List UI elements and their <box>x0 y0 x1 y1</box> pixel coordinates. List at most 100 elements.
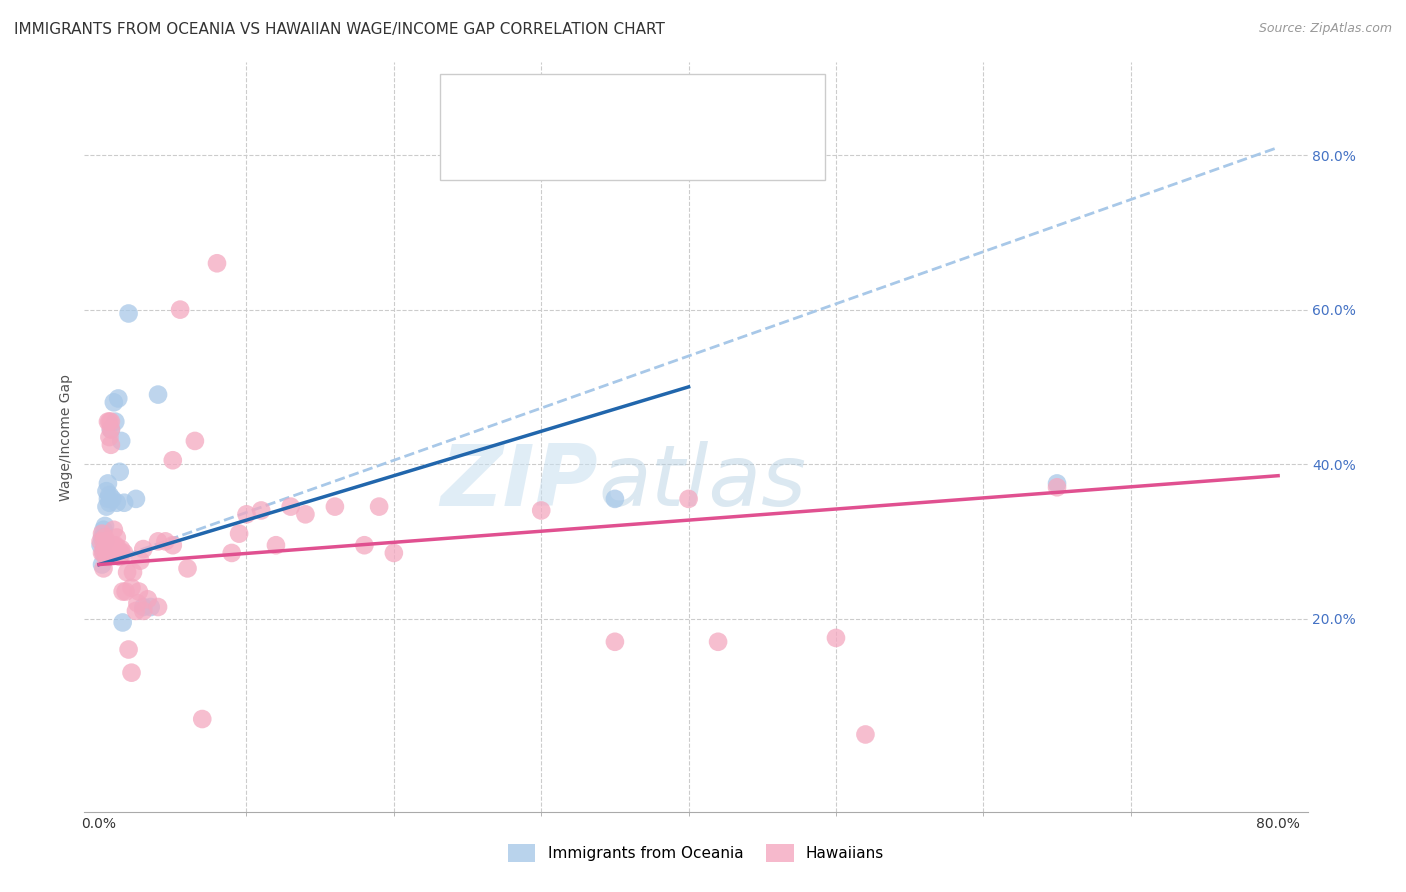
Point <box>162 538 184 552</box>
Point <box>94 534 117 549</box>
Point <box>155 534 177 549</box>
Point <box>93 534 115 549</box>
Point <box>127 596 149 610</box>
Point <box>98 488 121 502</box>
Point <box>191 712 214 726</box>
Point <box>707 634 730 648</box>
Point <box>530 503 553 517</box>
Point <box>368 500 391 514</box>
Point <box>98 415 121 429</box>
Point <box>101 491 124 506</box>
Point <box>111 584 134 599</box>
Point <box>94 542 117 557</box>
Text: R = 0.376   N = 30: R = 0.376 N = 30 <box>496 96 681 114</box>
Point <box>110 546 132 560</box>
Point <box>825 631 848 645</box>
Point <box>264 538 287 552</box>
Text: atlas: atlas <box>598 441 806 524</box>
Point <box>1046 476 1069 491</box>
Point <box>382 546 405 560</box>
Point <box>97 476 120 491</box>
Point <box>97 415 120 429</box>
Point <box>105 546 128 560</box>
Point <box>108 549 131 564</box>
Point <box>112 496 135 510</box>
Point <box>323 500 346 514</box>
Point <box>169 302 191 317</box>
Point <box>121 581 143 595</box>
Point <box>280 500 302 514</box>
Point <box>105 531 128 545</box>
Point <box>115 566 138 580</box>
Point <box>129 554 152 568</box>
Point <box>122 566 145 580</box>
Point <box>104 538 127 552</box>
Point <box>132 542 155 557</box>
Point <box>103 523 125 537</box>
Point <box>91 531 114 545</box>
Point <box>93 561 115 575</box>
Point <box>100 422 122 436</box>
Point <box>94 531 117 545</box>
Point <box>132 600 155 615</box>
Point <box>97 549 120 564</box>
Point <box>678 491 700 506</box>
Point <box>176 561 198 575</box>
Point <box>235 508 257 522</box>
Point <box>91 526 114 541</box>
Point <box>132 604 155 618</box>
Point <box>294 508 316 522</box>
Point <box>96 484 118 499</box>
Point <box>98 430 121 444</box>
Point <box>107 542 129 557</box>
Point <box>90 534 112 549</box>
Point <box>91 546 114 560</box>
Point <box>250 503 273 517</box>
Point <box>121 665 143 680</box>
Point <box>97 491 120 506</box>
Point <box>100 415 122 429</box>
Point <box>117 306 139 320</box>
Point <box>93 546 115 560</box>
Point <box>94 519 117 533</box>
Point <box>1046 480 1069 494</box>
Point <box>125 604 148 618</box>
Point <box>184 434 207 448</box>
Point <box>98 496 121 510</box>
Point <box>855 727 877 741</box>
Text: R = 0.210   N = 70: R = 0.210 N = 70 <box>496 136 681 154</box>
Point <box>91 558 114 572</box>
Point <box>146 387 169 401</box>
Point <box>103 538 125 552</box>
Point <box>111 615 134 630</box>
Point <box>93 546 115 560</box>
Point <box>93 523 115 537</box>
Point <box>139 600 162 615</box>
Point <box>103 395 125 409</box>
Point <box>110 542 132 557</box>
Point <box>104 415 127 429</box>
Point <box>228 526 250 541</box>
Point <box>221 546 243 560</box>
Text: ZIP: ZIP <box>440 441 598 524</box>
Point <box>125 491 148 506</box>
Point <box>90 538 112 552</box>
Point <box>205 256 228 270</box>
Point <box>353 538 375 552</box>
Point <box>603 634 626 648</box>
Point <box>100 422 122 436</box>
Point <box>114 584 136 599</box>
Point <box>100 438 122 452</box>
Y-axis label: Wage/Income Gap: Wage/Income Gap <box>59 374 73 500</box>
Point <box>105 496 128 510</box>
Point <box>96 549 118 564</box>
Point <box>110 434 132 448</box>
Point <box>136 592 159 607</box>
Point <box>146 600 169 615</box>
Point <box>162 453 184 467</box>
Text: Source: ZipAtlas.com: Source: ZipAtlas.com <box>1258 22 1392 36</box>
Point <box>128 584 150 599</box>
Point <box>112 546 135 560</box>
Point <box>117 642 139 657</box>
Point <box>96 534 118 549</box>
